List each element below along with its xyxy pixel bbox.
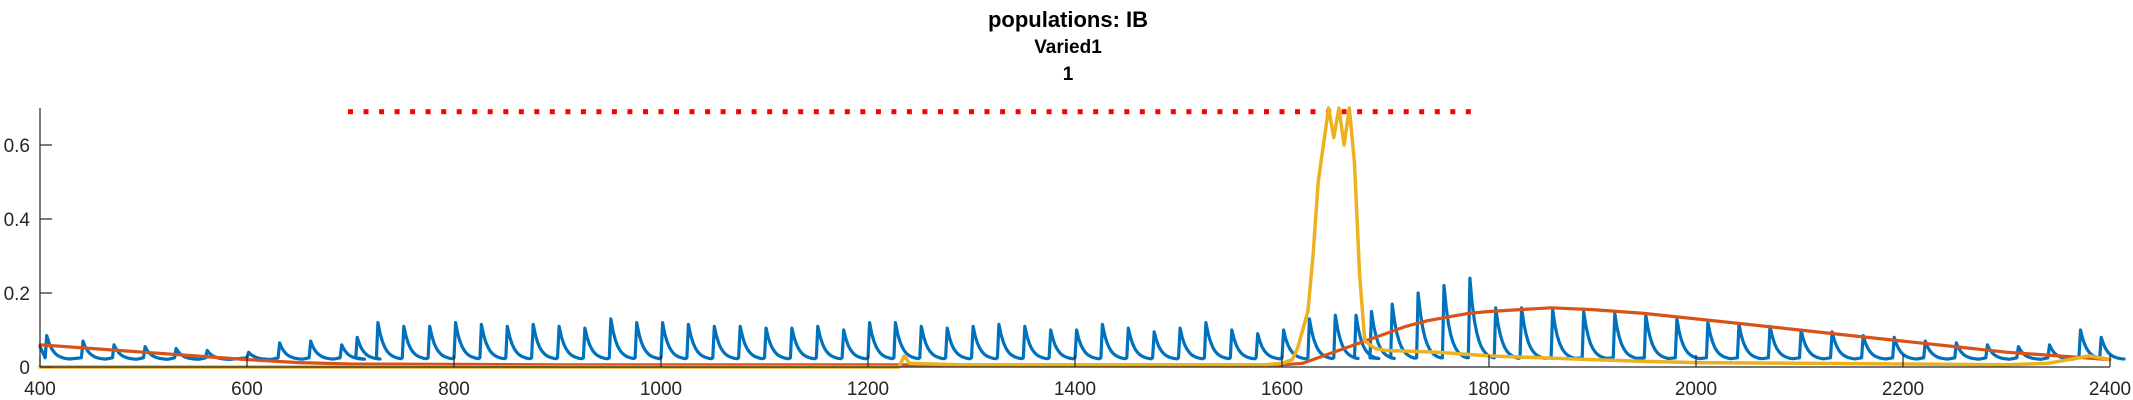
marker-dot-44 xyxy=(1031,109,1037,115)
marker-dot-60 xyxy=(1279,109,1285,115)
marker-dot-13 xyxy=(549,109,555,115)
chart-subtitle-1: Varied1 xyxy=(1034,37,1102,58)
marker-dot-15 xyxy=(580,109,586,115)
marker-dot-26 xyxy=(751,109,757,115)
marker-dot-14 xyxy=(565,109,571,115)
marker-dot-11 xyxy=(518,109,524,115)
chart-subtitle-2: 1 xyxy=(1063,64,1074,85)
marker-dot-66 xyxy=(1372,109,1378,115)
marker-dot-37 xyxy=(922,109,928,115)
marker-dot-34 xyxy=(875,109,881,115)
marker-dot-68 xyxy=(1403,109,1409,115)
marker-dot-2 xyxy=(379,109,385,115)
axes: 400 600 800 1000 1200 1400 1600 1800 2000 2200 240… xyxy=(4,136,2132,400)
marker-dot-55 xyxy=(1201,109,1207,115)
marker-dot-32 xyxy=(844,109,850,115)
marker-dot-50 xyxy=(1124,109,1130,115)
marker-dot-25 xyxy=(736,109,742,115)
marker-dot-31 xyxy=(829,109,835,115)
marker-dot-42 xyxy=(1000,109,1006,115)
x-tick-label-600: 600 xyxy=(231,379,263,400)
marker-dot-10 xyxy=(503,109,509,115)
x-tick-label-800: 800 xyxy=(438,379,470,400)
marker-dot-61 xyxy=(1295,109,1300,115)
marker-dot-53 xyxy=(1170,109,1176,115)
marker-dot-49 xyxy=(1108,109,1114,115)
y-tick-label-0: 0 xyxy=(19,358,30,379)
marker-dot-40 xyxy=(969,109,974,115)
marker-dot-20 xyxy=(658,109,664,115)
marker-dot-51 xyxy=(1139,109,1145,115)
marker-dot-29 xyxy=(798,109,804,115)
x-tick-label-2400: 2400 xyxy=(2089,379,2131,400)
series-line-0 xyxy=(38,276,2126,361)
marker-dot-5 xyxy=(425,109,431,115)
marker-dot-28 xyxy=(782,109,788,115)
marker-dot-16 xyxy=(596,109,602,115)
y-tick-label-3: 0.6 xyxy=(4,136,30,157)
x-tick-label-1000: 1000 xyxy=(640,379,682,400)
series-line-2 xyxy=(38,106,2112,369)
marker-dot-72 xyxy=(1465,109,1471,115)
chart-title: populations: IB xyxy=(988,7,1148,32)
y-tick-label-1: 0.2 xyxy=(4,284,30,305)
marker-dot-36 xyxy=(906,109,912,115)
marker-dot-41 xyxy=(984,109,990,115)
marker-dot-62 xyxy=(1310,109,1316,115)
x-tick-label-400: 400 xyxy=(24,379,56,400)
x-tick-label-2000: 2000 xyxy=(1675,379,1717,400)
marker-dot-46 xyxy=(1062,109,1068,115)
marker-dot-17 xyxy=(611,109,617,115)
marker-dot-71 xyxy=(1450,109,1456,115)
marker-dot-6 xyxy=(441,109,447,115)
marker-dot-54 xyxy=(1186,109,1192,115)
marker-dot-47 xyxy=(1077,109,1083,115)
marker-dot-7 xyxy=(456,109,462,115)
marker-dot-69 xyxy=(1419,109,1425,115)
marker-dot-38 xyxy=(938,109,943,115)
marker-dot-57 xyxy=(1232,109,1238,115)
marker-dot-23 xyxy=(705,109,711,115)
marker-dot-43 xyxy=(1015,109,1021,115)
marker-dot-30 xyxy=(813,109,819,115)
marker-dot-19 xyxy=(643,109,648,115)
marker-dot-64 xyxy=(1341,109,1347,115)
x-tick-label-1400: 1400 xyxy=(1054,379,1096,400)
marker-dot-21 xyxy=(674,109,679,115)
marker-dot-33 xyxy=(860,109,866,115)
x-tick-label-2200: 2200 xyxy=(1882,379,1924,400)
marker-dot-65 xyxy=(1357,109,1363,115)
marker-dot-58 xyxy=(1248,109,1254,115)
marker-dot-67 xyxy=(1388,109,1394,115)
marker-dot-24 xyxy=(720,109,726,115)
plot-area xyxy=(38,106,2126,369)
marker-dot-8 xyxy=(472,109,478,115)
x-tick-label-1600: 1600 xyxy=(1261,379,1303,400)
marker-dot-59 xyxy=(1264,109,1269,115)
marker-dot-52 xyxy=(1155,109,1161,115)
marker-dot-18 xyxy=(627,109,633,115)
marker-dot-27 xyxy=(767,109,773,115)
marker-dot-45 xyxy=(1046,109,1052,115)
marker-dot-3 xyxy=(394,109,400,115)
marker-dot-12 xyxy=(534,109,540,115)
marker-dot-70 xyxy=(1434,109,1440,115)
y-tick-label-2: 0.4 xyxy=(4,210,31,231)
x-tick-label-1200: 1200 xyxy=(847,379,889,400)
marker-dot-39 xyxy=(953,109,959,115)
marker-dot-35 xyxy=(891,109,897,115)
marker-dot-48 xyxy=(1093,109,1099,115)
marker-dot-22 xyxy=(689,109,695,115)
marker-dot-0 xyxy=(348,109,353,115)
marker-dot-4 xyxy=(410,109,416,115)
marker-dot-56 xyxy=(1217,109,1223,115)
x-tick-label-1800: 1800 xyxy=(1468,379,1510,400)
marker-dot-9 xyxy=(487,109,493,115)
marker-dot-1 xyxy=(363,109,369,115)
